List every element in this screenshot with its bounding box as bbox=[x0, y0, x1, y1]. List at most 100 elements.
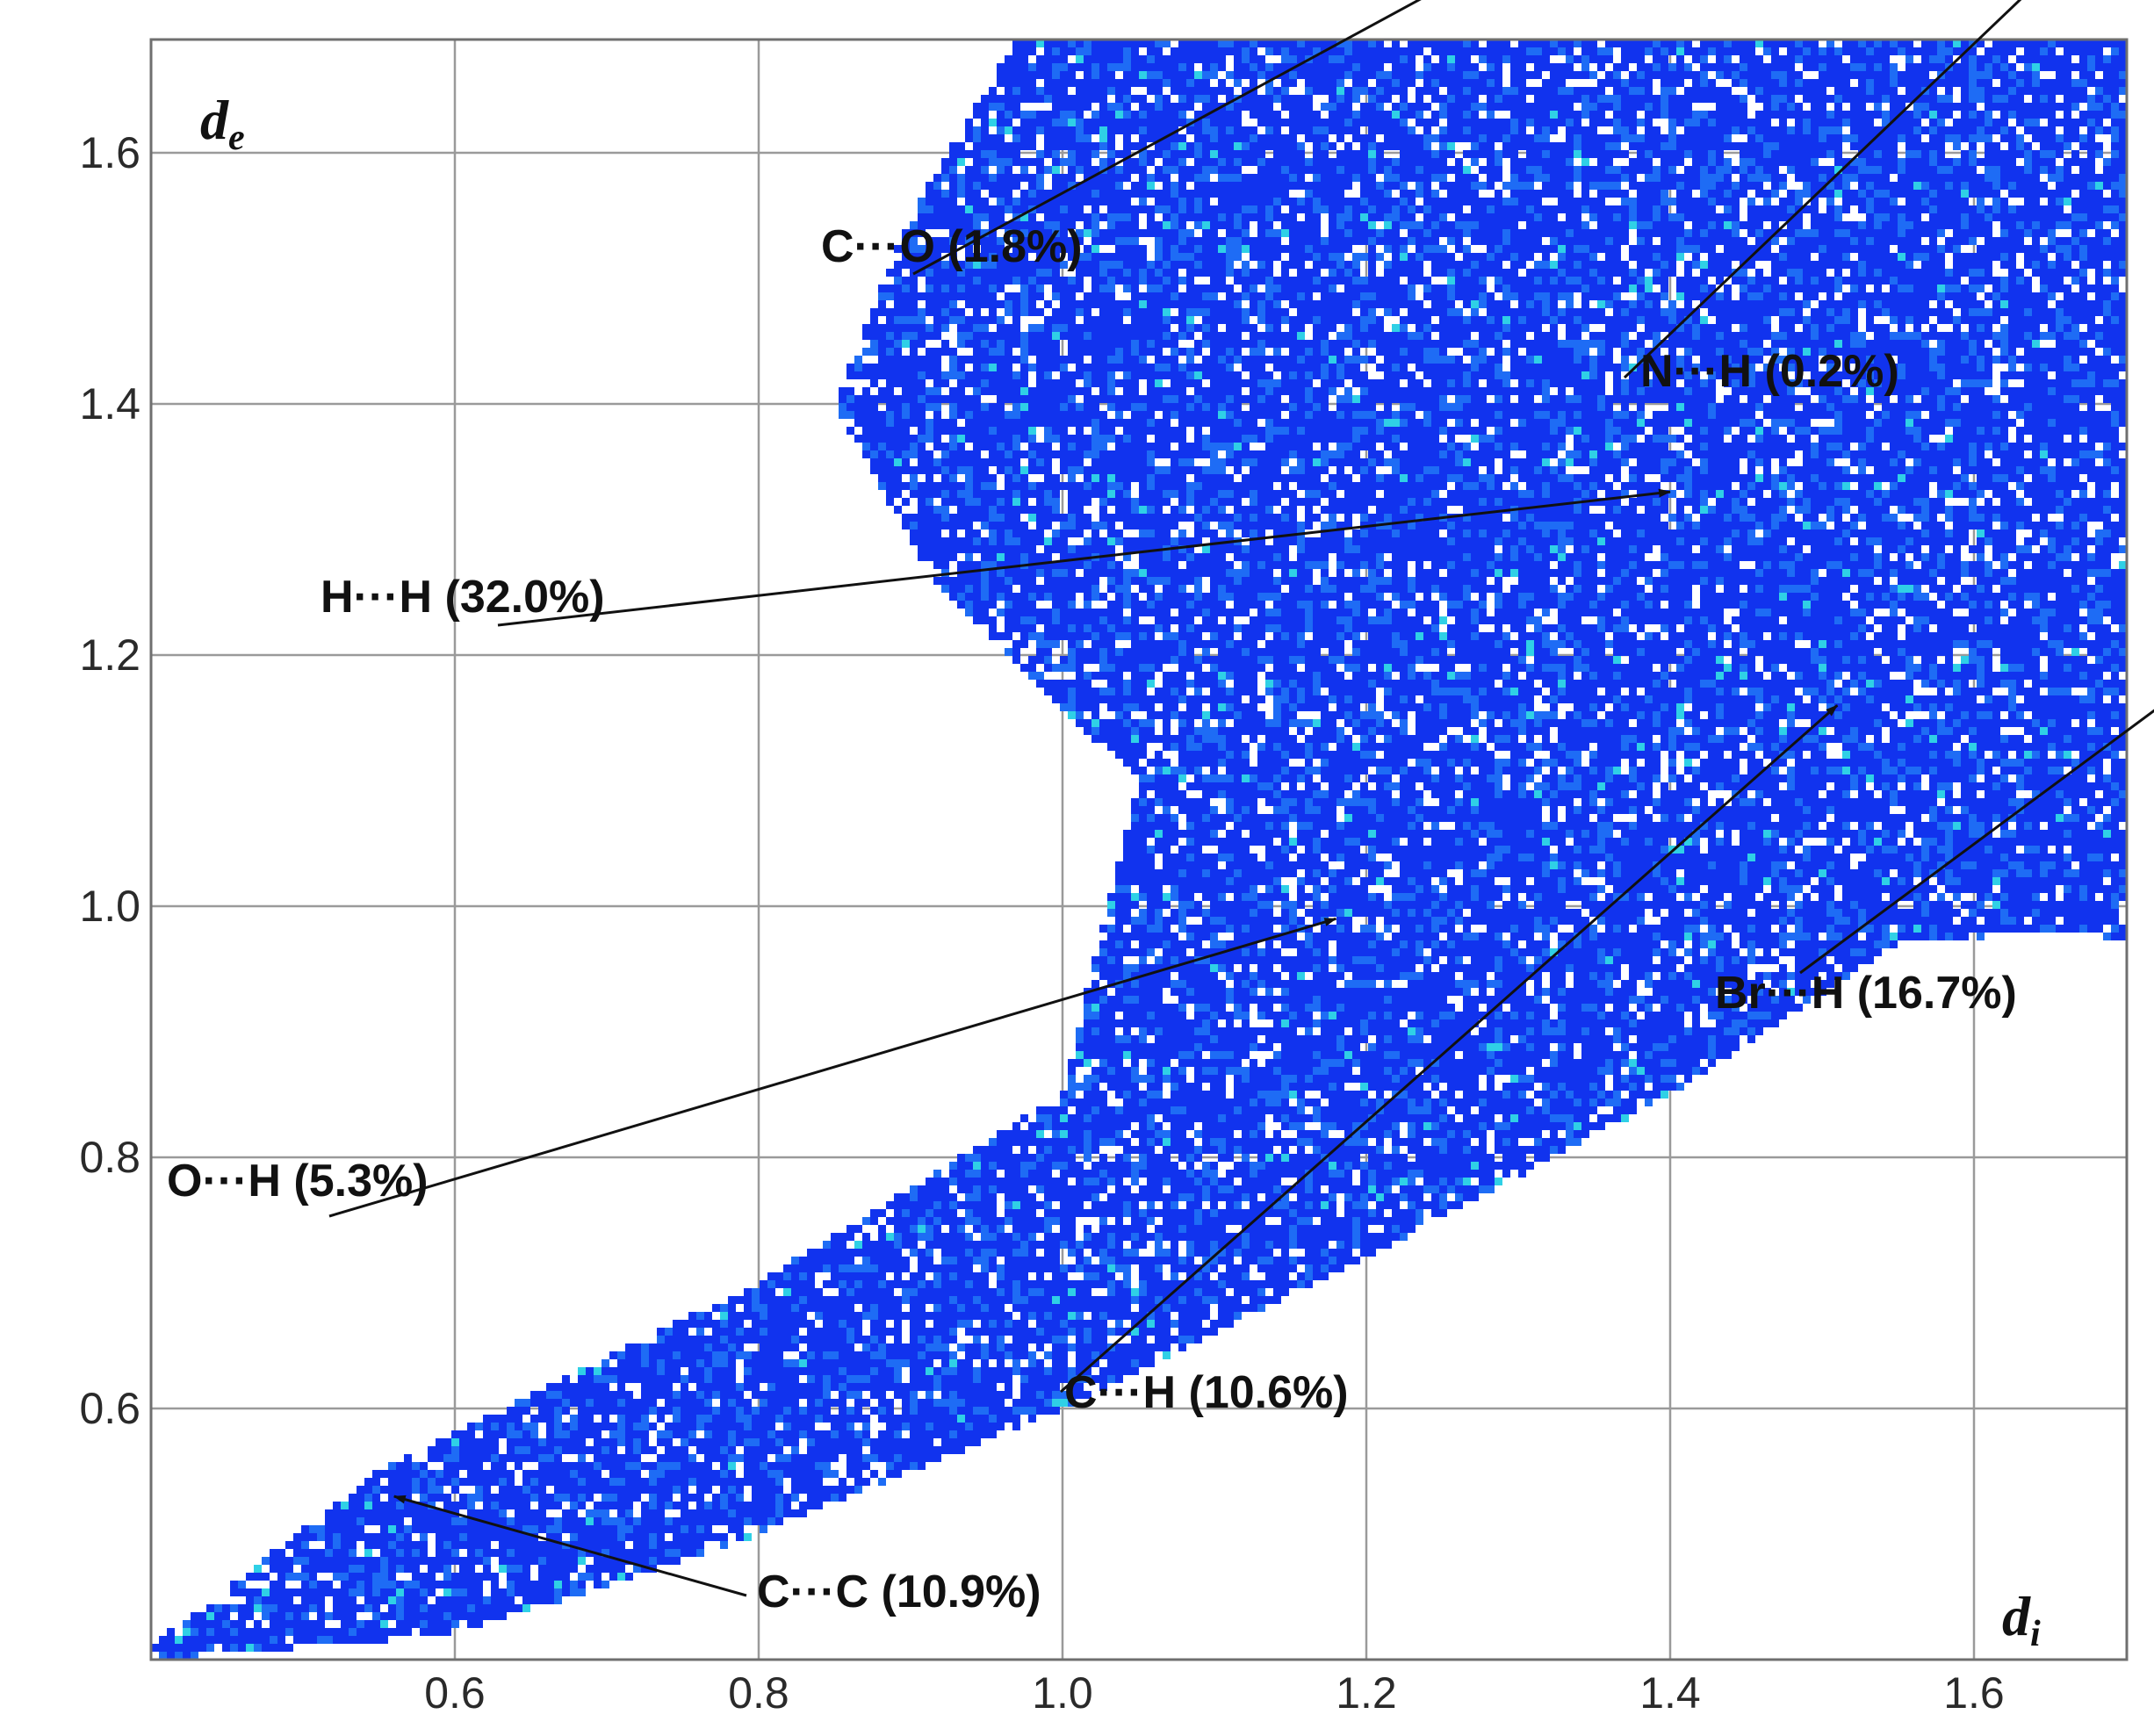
data-point bbox=[1755, 285, 1763, 292]
data-point bbox=[2040, 166, 2048, 174]
data-point bbox=[878, 308, 886, 316]
data-point bbox=[1605, 158, 1613, 166]
data-point bbox=[1281, 198, 1289, 205]
data-point bbox=[1716, 253, 1724, 261]
data-point bbox=[1747, 292, 1755, 300]
data-point bbox=[2000, 40, 2008, 47]
data-point bbox=[1581, 63, 1589, 71]
data-point bbox=[1178, 253, 1186, 261]
data-point bbox=[1937, 229, 1945, 237]
data-point bbox=[1834, 71, 1842, 79]
data-point bbox=[1929, 261, 1937, 269]
data-point bbox=[1463, 253, 1471, 261]
data-point bbox=[957, 182, 965, 190]
data-point bbox=[2064, 253, 2071, 261]
data-point bbox=[1589, 213, 1597, 221]
data-point bbox=[965, 285, 973, 292]
data-point bbox=[1645, 292, 1653, 300]
data-point bbox=[902, 324, 910, 332]
data-point bbox=[1321, 71, 1329, 79]
data-point bbox=[1661, 316, 1668, 324]
data-point bbox=[2032, 205, 2040, 213]
data-point bbox=[1171, 229, 1178, 237]
data-point bbox=[1668, 229, 1676, 237]
data-point bbox=[1787, 261, 1795, 269]
data-point bbox=[1779, 103, 1787, 111]
data-point bbox=[1834, 253, 1842, 261]
data-point bbox=[1376, 182, 1384, 190]
data-point bbox=[2048, 277, 2056, 285]
data-point bbox=[1629, 269, 1637, 277]
data-point bbox=[1581, 182, 1589, 190]
data-point bbox=[1890, 95, 1898, 103]
data-point bbox=[1953, 166, 1961, 174]
data-point bbox=[1107, 182, 1115, 190]
data-point bbox=[1439, 253, 1447, 261]
data-point bbox=[1060, 277, 1068, 285]
data-point bbox=[2087, 213, 2095, 221]
data-point bbox=[1171, 79, 1178, 87]
data-point bbox=[1186, 190, 1194, 198]
data-point bbox=[1534, 87, 1542, 95]
data-point bbox=[1850, 190, 1858, 198]
data-point bbox=[1716, 47, 1724, 55]
data-point bbox=[1289, 182, 1297, 190]
data-point bbox=[1700, 142, 1708, 150]
data-point bbox=[1202, 229, 1210, 237]
data-point bbox=[1289, 245, 1297, 253]
data-point bbox=[2079, 221, 2087, 229]
data-point bbox=[949, 292, 957, 300]
data-point bbox=[933, 277, 941, 285]
data-point bbox=[1091, 198, 1099, 205]
data-point bbox=[1487, 332, 1495, 340]
data-point bbox=[1155, 119, 1163, 126]
data-point bbox=[1708, 332, 1716, 340]
data-point bbox=[1265, 174, 1273, 182]
data-point bbox=[1898, 324, 1905, 332]
data-point bbox=[1408, 166, 1416, 174]
data-point bbox=[1028, 245, 1036, 253]
data-point bbox=[2103, 308, 2111, 316]
data-point bbox=[1961, 63, 1969, 71]
data-point bbox=[1321, 40, 1329, 47]
data-point bbox=[1178, 277, 1186, 285]
data-point bbox=[1882, 261, 1890, 269]
data-point bbox=[1534, 71, 1542, 79]
data-point bbox=[1447, 150, 1455, 158]
data-point bbox=[1819, 300, 1826, 308]
data-point bbox=[1218, 205, 1226, 213]
data-point bbox=[1368, 63, 1376, 71]
data-point bbox=[1653, 205, 1661, 213]
data-point bbox=[2056, 134, 2064, 142]
data-point bbox=[1621, 79, 1629, 87]
data-point bbox=[1724, 95, 1732, 103]
data-point bbox=[1242, 324, 1250, 332]
data-point bbox=[1574, 134, 1581, 142]
data-point bbox=[1842, 71, 1850, 79]
data-point bbox=[1281, 103, 1289, 111]
data-point bbox=[2016, 150, 2024, 158]
data-point bbox=[1447, 190, 1455, 198]
data-point bbox=[1629, 245, 1637, 253]
data-point bbox=[1408, 332, 1416, 340]
data-point bbox=[1384, 229, 1392, 237]
data-point bbox=[1518, 142, 1526, 150]
data-point bbox=[1044, 205, 1052, 213]
data-point bbox=[2064, 63, 2071, 71]
data-point bbox=[1012, 95, 1020, 103]
data-point bbox=[1178, 213, 1186, 221]
data-point bbox=[1763, 71, 1771, 79]
data-point bbox=[1787, 285, 1795, 292]
data-point bbox=[2064, 300, 2071, 308]
data-point bbox=[2056, 87, 2064, 95]
data-point bbox=[1929, 142, 1937, 150]
data-point bbox=[1747, 142, 1755, 150]
data-point bbox=[1234, 71, 1242, 79]
data-point bbox=[1605, 182, 1613, 190]
data-point bbox=[1969, 269, 1977, 277]
data-point bbox=[1953, 79, 1961, 87]
data-point bbox=[1945, 237, 1953, 245]
data-point bbox=[1992, 40, 2000, 47]
data-point bbox=[1779, 95, 1787, 103]
data-point bbox=[2079, 292, 2087, 300]
